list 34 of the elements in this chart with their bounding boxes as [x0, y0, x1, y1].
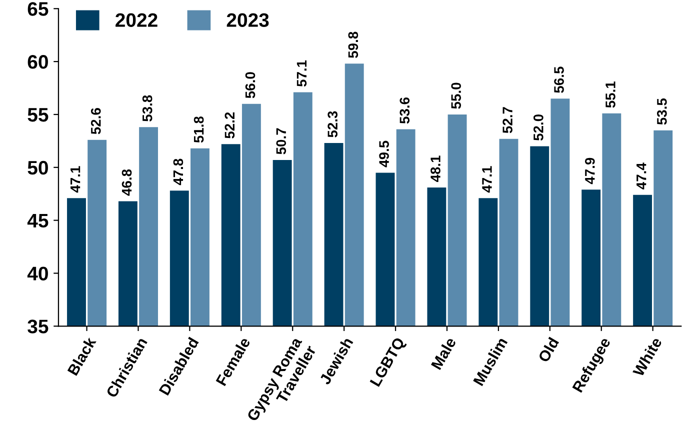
data-label: 49.5: [379, 140, 389, 168]
y-tick-label: 50: [28, 160, 48, 175]
x-tick-label: Old: [537, 336, 560, 363]
data-label: 56.0: [245, 72, 256, 98]
data-label: 53.5: [657, 98, 667, 125]
y-tick-label: 35: [28, 320, 48, 334]
data-label: 48.1: [430, 156, 440, 182]
data-label: 53.8: [142, 95, 152, 122]
data-label: 55.1: [606, 81, 616, 108]
legend-label: 2023: [226, 13, 269, 28]
data-label: 56.5: [554, 66, 564, 93]
y-tick-label: 55: [28, 108, 48, 122]
data-label: 47.1: [482, 166, 492, 193]
data-label: 52.6: [90, 108, 101, 134]
y-tick-label: 45: [27, 214, 48, 228]
data-label: 52.2: [224, 112, 235, 138]
data-label: 52.3: [328, 111, 338, 138]
y-tick-label: 65: [28, 2, 48, 16]
y-tick-label: 40: [27, 266, 48, 280]
legend-label: 2022: [116, 13, 158, 27]
data-label: 47.4: [636, 162, 646, 190]
data-label: 47.8: [173, 158, 184, 186]
data-label: 52.7: [502, 107, 512, 134]
data-label: 52.0: [534, 114, 544, 141]
data-label: 57.1: [296, 60, 307, 87]
y-tick-label: 60: [28, 55, 48, 69]
data-label: 50.7: [276, 128, 286, 154]
data-label: 53.6: [400, 97, 410, 124]
data-label: 51.8: [194, 116, 204, 143]
data-label: 47.1: [70, 166, 80, 193]
data-label: 47.9: [584, 158, 595, 184]
data-label: 59.8: [348, 32, 358, 58]
data-label: 55.0: [451, 82, 462, 109]
data-label: 46.8: [122, 169, 132, 196]
